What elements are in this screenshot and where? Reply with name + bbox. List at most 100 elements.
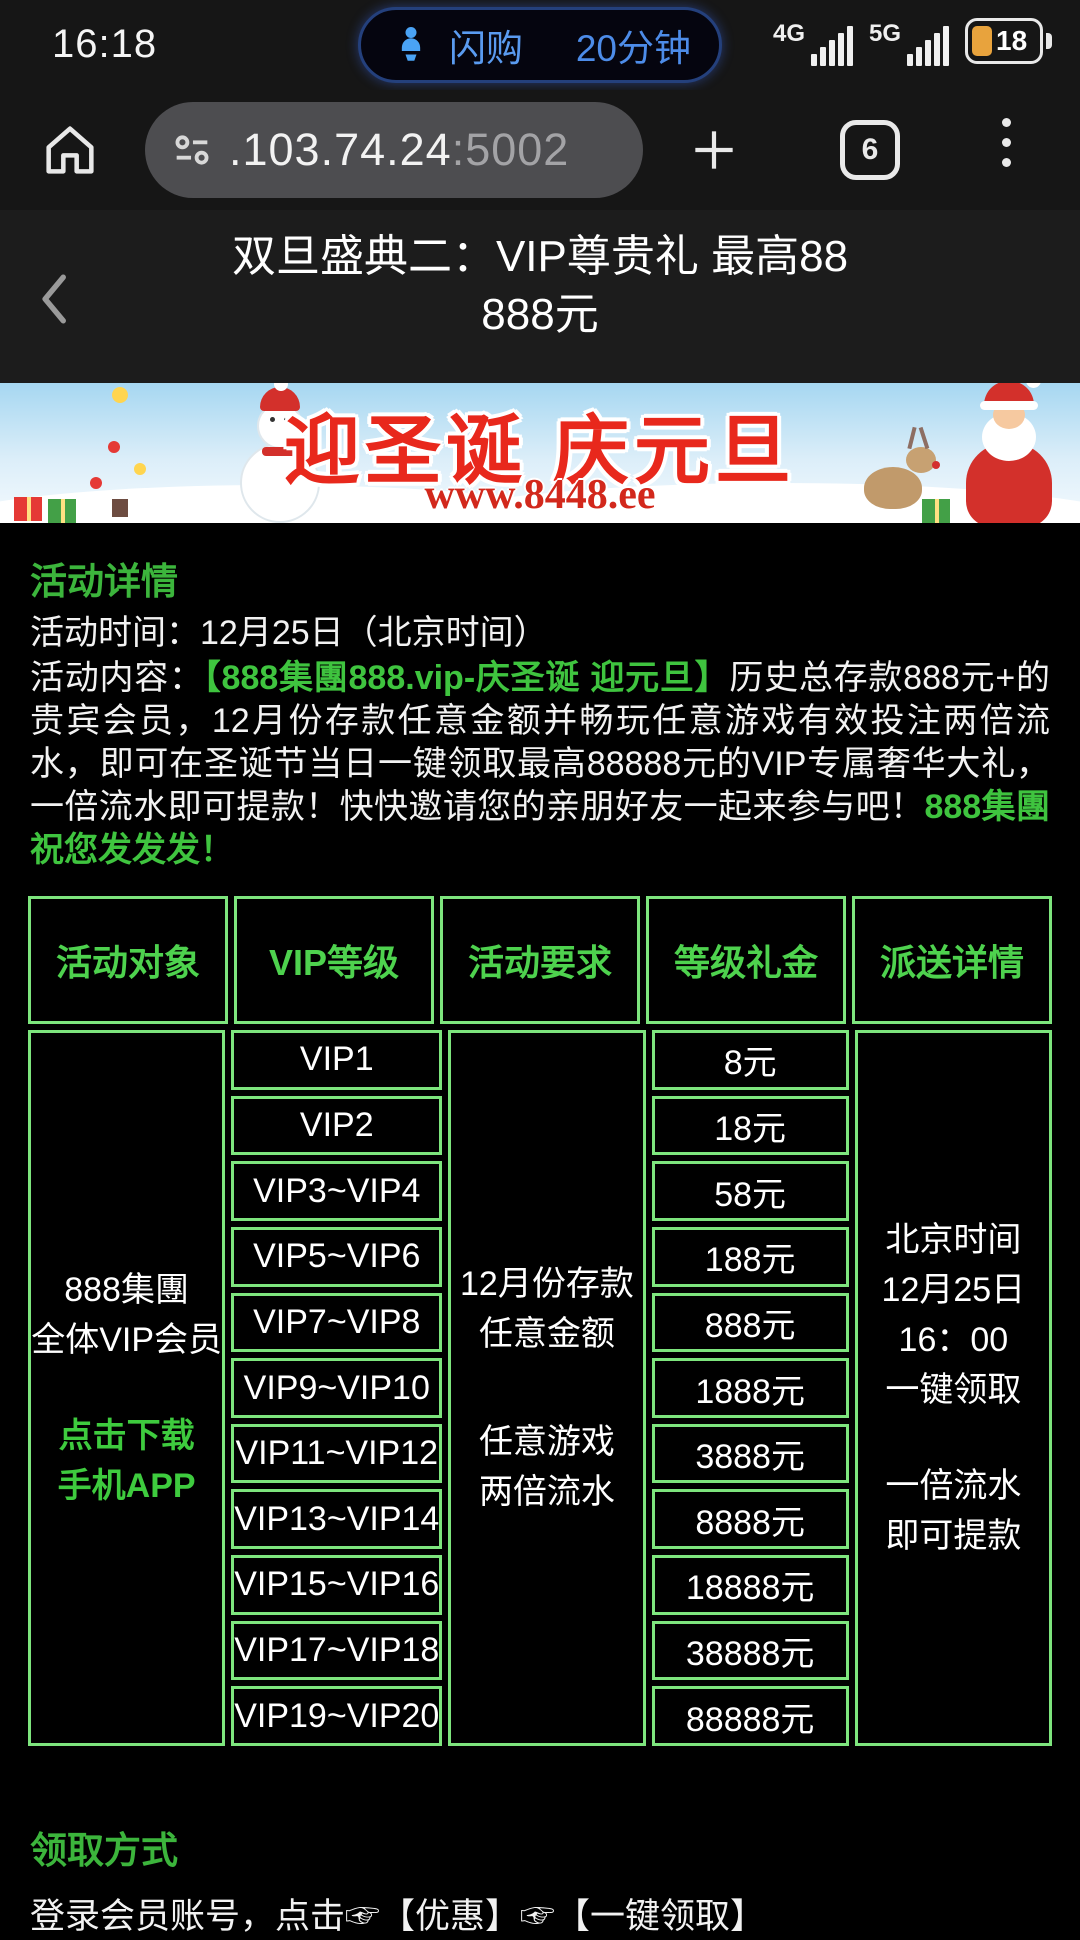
- reward-cell: 3888元: [651, 1423, 849, 1484]
- scooter-icon: [401, 27, 421, 61]
- tab-counter[interactable]: 6: [840, 120, 900, 180]
- status-clock: 16:18: [52, 22, 158, 66]
- reward-cell: 88888元: [651, 1686, 849, 1747]
- details-heading: 活动详情: [30, 561, 178, 602]
- details-body: 历史总存款888元+的贵宾会员，12月份存款任意金额并畅玩任意游戏有效投注两倍流…: [30, 659, 1051, 826]
- signal-bar: [907, 54, 913, 66]
- url-bar[interactable]: .103.74.24:5002: [145, 102, 643, 198]
- claim-heading: 领取方式: [30, 1830, 178, 1871]
- status-right-cluster: 4G 5G 18: [773, 18, 1052, 66]
- delivery-line5: 一倍流水: [885, 1467, 1022, 1505]
- details-paragraph: 活动内容：【888集團888.vip-庆圣诞 迎元旦】历史总存款888元+的贵宾…: [30, 657, 1050, 872]
- claim-instruction: 登录会员账号，点击☞【优惠】☞【一键领取】: [30, 1897, 766, 1936]
- signal-bar: [916, 47, 922, 66]
- requirement-line4: 两倍流水: [478, 1473, 615, 1511]
- battery-level: 18: [996, 25, 1028, 56]
- delivery-line4: 一键领取: [885, 1371, 1022, 1409]
- reward-cell: 888元: [651, 1292, 849, 1353]
- url-text: .103.74.24:5002: [229, 124, 569, 176]
- signal-bar: [943, 26, 949, 66]
- header-delivery: 派送详情: [852, 896, 1052, 1024]
- signal-5g: 5G: [869, 20, 949, 66]
- battery-indicator: 18: [965, 18, 1052, 64]
- activity-details-section: 活动详情 活动时间：12月25日（北京时间） 活动内容：【888集團888.vi…: [0, 523, 1080, 872]
- banner-site-url: www.8448.ee: [424, 472, 656, 518]
- battery-icon: 18: [965, 18, 1043, 64]
- delivery-cell: 北京时间 12月25日 16：00 一键领取 一倍流水 即可提款: [854, 1030, 1052, 1746]
- vip-level-cell: VIP19~VIP20: [231, 1686, 443, 1747]
- page-header: 双旦盛典二：VIP尊贵礼 最高88 888元: [0, 210, 1080, 383]
- url-port: :5002: [451, 124, 570, 175]
- reward-cell: 18元: [651, 1095, 849, 1156]
- vip-level-cell: VIP13~VIP14: [231, 1489, 443, 1550]
- column-delivery: 北京时间 12月25日 16：00 一键领取 一倍流水 即可提款: [854, 1030, 1052, 1746]
- tab-count: 6: [861, 133, 879, 166]
- gift-box: [922, 499, 950, 523]
- claim-method-section: 领取方式 登录会员账号，点击☞【优惠】☞【一键领取】: [0, 1746, 1080, 1940]
- details-content-label: 活动内容：: [30, 659, 204, 697]
- vip-level-cell: VIP3~VIP4: [231, 1161, 443, 1221]
- audience-line1: 888集團: [64, 1271, 189, 1309]
- menu-kebab-icon[interactable]: [1002, 118, 1011, 167]
- back-chevron-icon[interactable]: [34, 270, 78, 328]
- home-icon[interactable]: [38, 118, 102, 182]
- browser-address-bar: .103.74.24:5002 6: [0, 90, 1080, 210]
- reward-cell: 38888元: [651, 1620, 849, 1681]
- gift-box: [14, 497, 42, 521]
- header-reward: 等级礼金: [646, 896, 846, 1024]
- reindeer-figure: [864, 426, 940, 509]
- reward-cell: 188元: [651, 1226, 849, 1287]
- vip-level-cell: VIP2: [231, 1095, 443, 1156]
- column-vip-levels: VIP1 VIP2 VIP3~VIP4 VIP5~VIP6 VIP7~VIP8 …: [231, 1030, 443, 1747]
- santa-figure: [966, 383, 1052, 523]
- vip-level-cell: VIP9~VIP10: [231, 1358, 443, 1418]
- table-header-row: 活动对象 VIP等级 活动要求 等级礼金 派送详情: [28, 896, 1052, 1024]
- signal-bar: [925, 40, 931, 66]
- header-vip-level: VIP等级: [234, 896, 434, 1024]
- pill-app-name: 闪购: [449, 28, 523, 69]
- requirement-line2: 任意金额: [478, 1315, 615, 1353]
- network-5g-label: 5G: [868, 20, 901, 47]
- table-body: 888集團 全体VIP会员 点击下载 手机APP VIP1 VIP2 VIP3~…: [28, 1030, 1052, 1747]
- gift-box: [48, 499, 76, 523]
- reward-cell: 8888元: [651, 1489, 849, 1550]
- reward-cell: 8元: [651, 1030, 849, 1090]
- column-rewards: 8元 18元 58元 188元 888元 1888元 3888元 8888元 1…: [651, 1030, 849, 1747]
- column-audience: 888集團 全体VIP会员 点击下载 手机APP: [28, 1030, 226, 1746]
- delivery-line2: 12月25日: [881, 1271, 1026, 1309]
- live-activity-pill[interactable]: 闪购 20分钟: [358, 7, 722, 83]
- page-title-line2: 888元: [481, 290, 599, 339]
- vip-level-cell: VIP15~VIP16: [231, 1555, 443, 1615]
- requirement-line1: 12月份存款: [460, 1265, 634, 1303]
- battery-fill: [972, 26, 992, 56]
- url-host: .103.74.24: [229, 124, 452, 175]
- promo-banner: 迎圣诞 庆元旦 www.8448.ee: [0, 383, 1080, 523]
- vip-level-cell: VIP11~VIP12: [231, 1423, 443, 1484]
- vip-level-cell: VIP17~VIP18: [231, 1620, 443, 1681]
- signal-bar: [810, 54, 817, 66]
- reward-cell: 1888元: [651, 1358, 849, 1418]
- download-app-link[interactable]: 手机APP: [57, 1467, 196, 1505]
- reward-cell: 58元: [651, 1161, 849, 1221]
- audience-line2: 全体VIP会员: [31, 1321, 223, 1359]
- signal-bar: [846, 26, 853, 66]
- requirement-line3: 任意游戏: [478, 1423, 615, 1461]
- page-title: 双旦盛典二：VIP尊贵礼 最高88 888元: [0, 210, 1080, 344]
- vip-reward-table: 活动对象 VIP等级 活动要求 等级礼金 派送详情 888集團 全体VIP会员 …: [28, 896, 1052, 1747]
- header-requirement: 活动要求: [440, 896, 640, 1024]
- signal-bar: [837, 33, 844, 66]
- signal-bar: [934, 33, 940, 66]
- page-title-line1: 双旦盛典二：VIP尊贵礼 最高88: [231, 232, 849, 281]
- download-app-link[interactable]: 点击下载: [58, 1417, 195, 1455]
- reward-cell: 18888元: [651, 1555, 849, 1615]
- signal-bar: [828, 40, 835, 66]
- signal-4g: 4G: [773, 20, 853, 66]
- delivery-line3: 16：00: [898, 1321, 1009, 1359]
- vip-level-cell: VIP7~VIP8: [231, 1292, 443, 1353]
- banner-headline: 迎圣诞 庆元旦: [283, 409, 797, 494]
- battery-nub: [1046, 33, 1052, 49]
- vip-level-cell: VIP5~VIP6: [231, 1226, 443, 1287]
- requirement-cell: 12月份存款 任意金额 任意游戏 两倍流水: [448, 1030, 646, 1746]
- new-tab-icon[interactable]: [686, 122, 742, 178]
- audience-cell: 888集團 全体VIP会员 点击下载 手机APP: [28, 1030, 226, 1746]
